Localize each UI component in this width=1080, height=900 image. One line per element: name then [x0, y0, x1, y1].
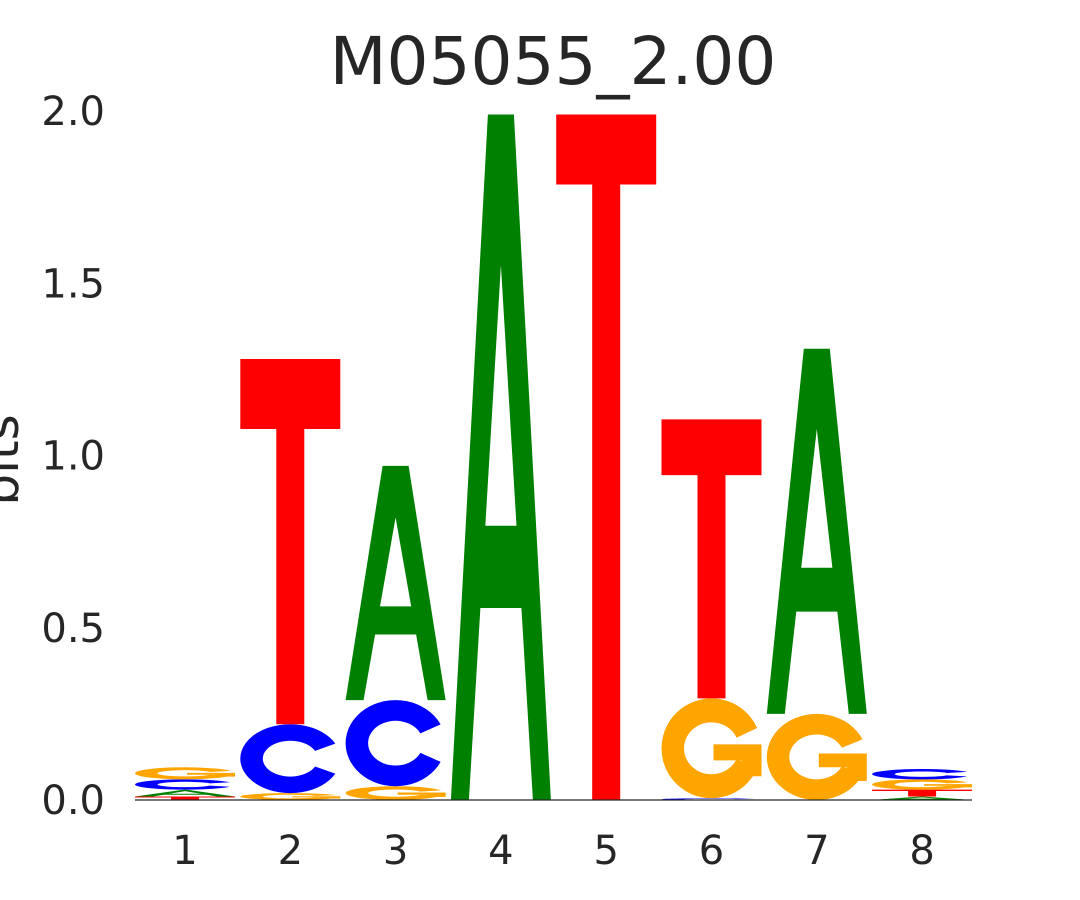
logo-letter-c — [345, 700, 441, 787]
logo-letter-g — [135, 767, 235, 780]
x-tick-label: 1 — [172, 828, 197, 874]
logo-letter-t — [240, 359, 341, 725]
y-tick-label: 0.0 — [41, 778, 105, 824]
y-tick-label: 0.5 — [41, 606, 105, 652]
logo-letter-t — [556, 114, 657, 800]
x-tick-label: 3 — [383, 828, 408, 874]
chart-title: M05055_2.00 — [330, 23, 777, 100]
x-tick-label: 6 — [699, 828, 724, 874]
logo-letter-g — [872, 779, 973, 790]
logo-letter-t — [872, 789, 973, 797]
logo-letter-g — [240, 793, 341, 800]
y-tick-label: 1.5 — [41, 261, 105, 307]
y-axis-label: bits — [0, 414, 30, 505]
logo-letter-t — [661, 419, 762, 699]
logo-letter-t — [135, 796, 235, 800]
logo-letter-a — [135, 789, 235, 797]
x-tick-label: 5 — [593, 828, 618, 874]
logo-letter-a — [872, 796, 973, 800]
y-tick-label: 2.0 — [41, 89, 105, 135]
logo-letter-c — [135, 779, 231, 790]
x-tick-label: 7 — [804, 828, 829, 874]
logo-letters — [135, 114, 973, 800]
x-tick-label: 2 — [278, 828, 303, 874]
x-tick-label: 4 — [488, 828, 513, 874]
y-tick-label: 1.0 — [41, 434, 105, 480]
logo-letter-c — [240, 724, 336, 794]
logo-letter-a — [766, 348, 867, 714]
axis-ticks: 0.0 0.5 1.0 1.5 2.0 1 2 3 4 5 6 7 8 — [41, 89, 934, 874]
x-tick-label: 8 — [909, 828, 934, 874]
logo-letter-a — [450, 114, 551, 800]
logo-letter-g — [345, 786, 446, 800]
logo-letter-a — [345, 465, 446, 701]
logo-letter-g — [661, 698, 762, 799]
logo-letter-g — [766, 713, 867, 800]
logo-letter-c — [872, 768, 968, 780]
